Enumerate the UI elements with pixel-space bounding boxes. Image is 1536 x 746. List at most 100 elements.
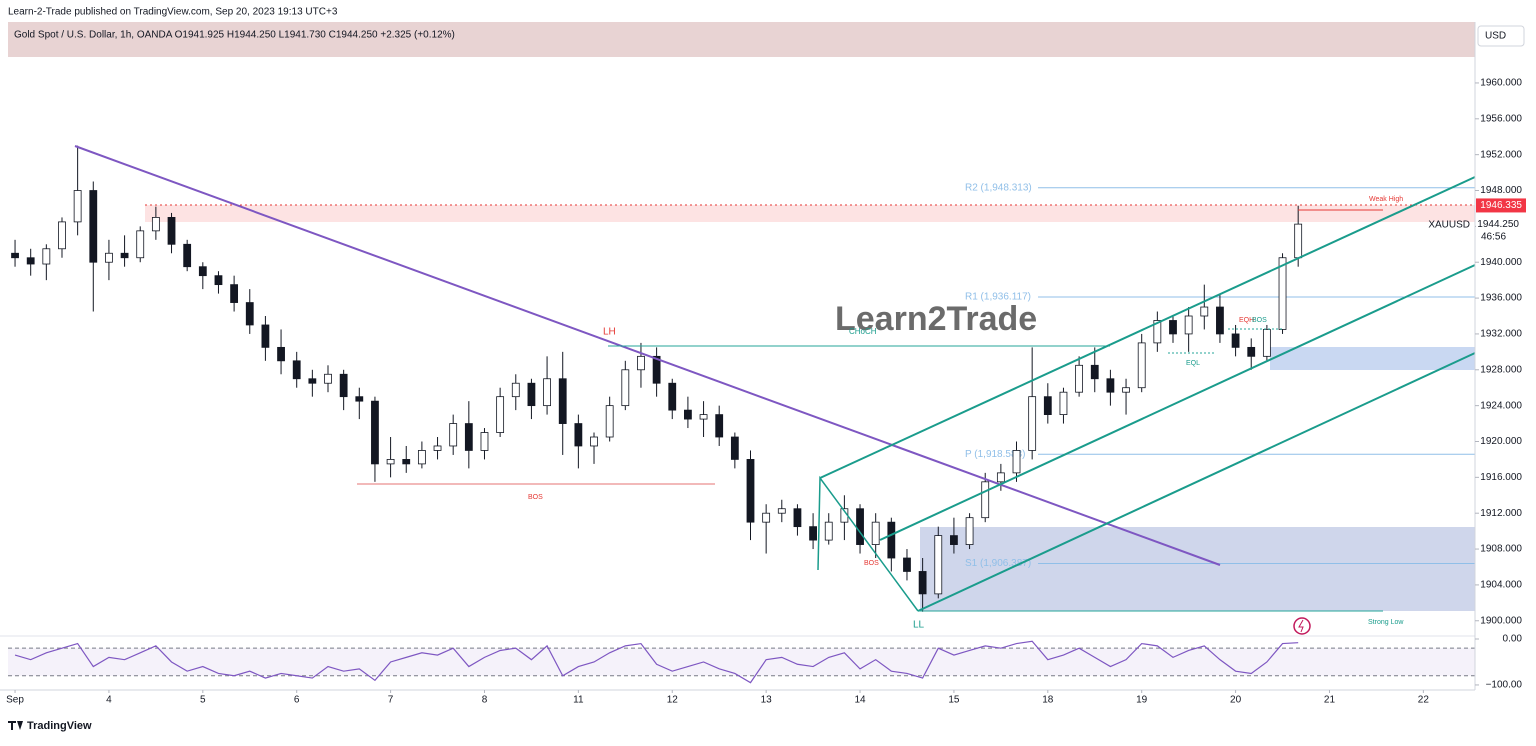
candle-body — [684, 409, 692, 420]
candle-body — [1184, 315, 1193, 335]
last-price-label: 1944.250 — [1477, 219, 1519, 230]
y-tick-label: 1960.000 — [1480, 78, 1522, 89]
y-tick-label: 1908.000 — [1480, 544, 1522, 555]
y-tick-label: 1912.000 — [1480, 508, 1522, 519]
candle-body — [730, 436, 739, 460]
pivot-label: S1 (1,906.387) — [965, 558, 1031, 569]
annotation: LL — [913, 620, 925, 631]
channel-top — [819, 176, 1476, 479]
candle-body — [167, 217, 176, 245]
last-price-tag — [1476, 217, 1526, 232]
y-tick-label: 1940.000 — [1480, 257, 1522, 268]
candle-body — [371, 400, 379, 465]
weak-high-zone — [145, 205, 1475, 222]
candle-body — [527, 382, 536, 407]
y-tick-label: 1956.000 — [1480, 113, 1522, 124]
candle-body — [417, 450, 426, 465]
x-tick-label: 18 — [1042, 695, 1054, 706]
candle-body — [386, 459, 395, 465]
weak-high-tag — [1476, 198, 1526, 213]
candle-body — [590, 436, 598, 447]
candle-body — [1200, 306, 1209, 317]
weak-high-tag-label: 1946.335 — [1480, 200, 1522, 211]
y-tick-label: 1948.000 — [1480, 185, 1522, 196]
annotation: LH — [603, 327, 616, 338]
candle-body — [903, 557, 911, 572]
x-tick-label: 8 — [482, 695, 488, 706]
candle-body — [1059, 391, 1068, 416]
candle-body — [324, 373, 332, 384]
candle-body — [198, 266, 207, 277]
y-tick-label: 1924.000 — [1480, 400, 1522, 411]
pivot-levels: R2 (1,948.313) R1 (1,936.117) P (1,918.583… — [965, 182, 1475, 569]
candle-body — [261, 324, 270, 348]
candle-body — [1122, 387, 1130, 393]
candle-body — [402, 459, 411, 465]
candle-body — [511, 382, 520, 398]
pivot-label: P (1,918.583) — [965, 449, 1025, 460]
x-tick-label: 13 — [761, 695, 773, 706]
x-tick-label: 11 — [573, 695, 584, 706]
annotation: Weak High — [1369, 196, 1403, 203]
candle-body — [1106, 378, 1115, 393]
candle-body — [918, 571, 927, 595]
currency-button[interactable] — [1477, 25, 1525, 47]
candle-body — [762, 512, 771, 523]
candle-body — [214, 275, 223, 286]
candle-body — [480, 432, 489, 451]
candle-body — [183, 243, 192, 268]
y-tick-label: 1932.000 — [1480, 329, 1522, 340]
published-line: Learn-2-Trade published on TradingView.c… — [8, 7, 338, 18]
candle-body — [1137, 342, 1146, 389]
candle-body — [1028, 396, 1037, 451]
candle-body — [934, 535, 943, 595]
demand-zone-small — [1270, 347, 1475, 370]
candle-body — [11, 252, 19, 259]
candle-body — [558, 378, 567, 424]
candle-body — [449, 423, 458, 447]
annotation: BOS — [1252, 317, 1267, 324]
candle-body — [1090, 364, 1099, 380]
symbol-line: Gold Spot / U.S. Dollar, 1h, OANDA O1941… — [14, 30, 455, 41]
trendline — [74, 145, 1221, 566]
candle-body — [1043, 396, 1052, 416]
candle-body — [355, 396, 364, 402]
candle-body — [543, 378, 551, 407]
candle-body — [230, 284, 239, 303]
candle-body — [496, 396, 505, 433]
candle-body — [58, 221, 66, 250]
osc-y-tick-label: 0.00 — [1503, 634, 1523, 645]
currency: USD — [1485, 31, 1506, 42]
candle-body — [856, 508, 864, 545]
time-axis: Sep 4 5 6 7 8 11 12 13 14 15 18 19 20 21 22 — [6, 690, 1429, 706]
watermark: Learn2Trade — [835, 300, 1037, 338]
y-tick-label: 1952.000 — [1480, 149, 1522, 160]
candle-body — [433, 445, 442, 451]
pivot-label: R1 (1,936.117) — [965, 292, 1031, 303]
candle-body — [621, 369, 630, 407]
candle-body — [1153, 320, 1162, 344]
candle-body — [715, 414, 724, 438]
osc-band-fill — [8, 648, 1475, 676]
annotation: Strong Low — [1368, 619, 1404, 626]
x-tick-label: 21 — [1324, 695, 1336, 706]
y-tick-label: 1920.000 — [1480, 436, 1522, 447]
event-icon[interactable] — [1293, 617, 1311, 635]
candle-body — [73, 190, 82, 223]
channel-bottom — [917, 352, 1476, 612]
candle-body — [652, 355, 661, 384]
candle-body — [136, 230, 145, 259]
candle-body — [668, 382, 677, 411]
candle-body — [950, 535, 958, 545]
candle-body — [89, 190, 98, 263]
candle-body — [42, 248, 51, 265]
annotation: BOS — [864, 560, 879, 567]
candle-body — [981, 481, 990, 519]
candle-body — [699, 414, 708, 420]
candle-body — [1075, 364, 1084, 393]
candle-body — [245, 302, 254, 326]
candle-body — [339, 373, 348, 398]
x-tick-label: Sep — [6, 695, 24, 706]
